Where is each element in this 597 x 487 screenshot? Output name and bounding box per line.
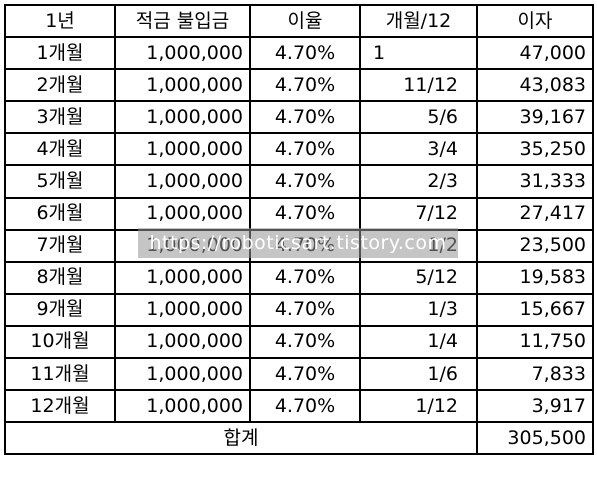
interest-cell: 47,000 [476, 36, 594, 71]
ratio-cell: 3/4 [359, 132, 478, 167]
interest-cell: 43,083 [476, 68, 594, 103]
header-interest: 이자 [476, 3, 594, 39]
month-cell: 5개월 [4, 164, 116, 199]
deposit-cell: 1,000,000 [114, 36, 251, 71]
table-row: 10개월 1,000,000 4.70% 1/4 11,750 [4, 324, 594, 360]
month-cell: 12개월 [4, 389, 116, 424]
ratio-cell: 1/4 [359, 324, 478, 360]
deposit-cell: 1,000,000 [114, 196, 251, 231]
table-row: 6개월 1,000,000 4.70% 7/12 27,417 [4, 196, 594, 231]
ratio-cell: 5/6 [359, 100, 478, 135]
ratio-cell: 1/2 [359, 228, 478, 263]
interest-cell: 31,333 [476, 164, 594, 199]
table-row: 7개월 1,000,000 4.70% 1/2 23,500 [4, 228, 594, 263]
ratio-cell: 1 [359, 36, 478, 71]
month-cell: 1개월 [4, 36, 116, 71]
table-row: 12개월 1,000,000 4.70% 1/12 3,917 [4, 389, 594, 424]
table-row: 9개월 1,000,000 4.70% 1/3 15,667 [4, 292, 594, 327]
interest-cell: 27,417 [476, 196, 594, 231]
total-value: 305,500 [476, 421, 594, 456]
header-rate: 이율 [249, 3, 361, 39]
interest-table: 1년 적금 불입금 이율 개월/12 이자 1개월 1,000,000 4.70% 1… [4, 3, 594, 456]
interest-cell: 35,250 [476, 132, 594, 167]
header-ratio: 개월/12 [359, 3, 478, 39]
rate-cell: 4.70% [249, 196, 361, 231]
header-deposit: 적금 불입금 [114, 3, 251, 39]
total-label: 합계 [4, 421, 478, 456]
rate-cell: 4.70% [249, 260, 361, 295]
month-cell: 10개월 [4, 324, 116, 360]
interest-cell: 7,833 [476, 357, 594, 392]
rate-cell: 4.70% [249, 389, 361, 424]
ratio-cell: 1/3 [359, 292, 478, 327]
deposit-cell: 1,000,000 [114, 68, 251, 103]
rate-cell: 4.70% [249, 292, 361, 327]
deposit-cell: 1,000,000 [114, 292, 251, 327]
month-cell: 4개월 [4, 132, 116, 167]
rate-cell: 4.70% [249, 100, 361, 135]
interest-cell: 3,917 [476, 389, 594, 424]
month-cell: 7개월 [4, 228, 116, 263]
table-body: 1년 적금 불입금 이율 개월/12 이자 1개월 1,000,000 4.70% 1… [4, 3, 594, 456]
ratio-cell: 7/12 [359, 196, 478, 231]
deposit-cell: 1,000,000 [114, 357, 251, 392]
ratio-cell: 11/12 [359, 68, 478, 103]
deposit-cell: 1,000,000 [114, 260, 251, 295]
interest-cell: 19,583 [476, 260, 594, 295]
table-row: 5개월 1,000,000 4.70% 2/3 31,333 [4, 164, 594, 199]
rate-cell: 4.70% [249, 324, 361, 360]
ratio-cell: 1/12 [359, 389, 478, 424]
deposit-cell: 1,000,000 [114, 324, 251, 360]
rate-cell: 4.70% [249, 357, 361, 392]
rate-cell: 4.70% [249, 36, 361, 71]
table-row: 2개월 1,000,000 4.70% 11/12 43,083 [4, 68, 594, 103]
deposit-cell: 1,000,000 [114, 228, 251, 263]
deposit-cell: 1,000,000 [114, 389, 251, 424]
deposit-cell: 1,000,000 [114, 132, 251, 167]
deposit-cell: 1,000,000 [114, 164, 251, 199]
table-row: 4개월 1,000,000 4.70% 3/4 35,250 [4, 132, 594, 167]
ratio-cell: 2/3 [359, 164, 478, 199]
month-cell: 6개월 [4, 196, 116, 231]
interest-cell: 39,167 [476, 100, 594, 135]
interest-cell: 15,667 [476, 292, 594, 327]
total-row: 합계 305,500 [4, 421, 594, 456]
month-cell: 11개월 [4, 357, 116, 392]
month-cell: 8개월 [4, 260, 116, 295]
ratio-cell: 5/12 [359, 260, 478, 295]
rate-cell: 4.70% [249, 132, 361, 167]
month-cell: 3개월 [4, 100, 116, 135]
month-cell: 2개월 [4, 68, 116, 103]
header-row: 1년 적금 불입금 이율 개월/12 이자 [4, 3, 594, 39]
month-cell: 9개월 [4, 292, 116, 327]
table-row: 3개월 1,000,000 4.70% 5/6 39,167 [4, 100, 594, 135]
ratio-cell: 1/6 [359, 357, 478, 392]
table-row: 1개월 1,000,000 4.70% 1 47,000 [4, 36, 594, 71]
rate-cell: 4.70% [249, 228, 361, 263]
rate-cell: 4.70% [249, 164, 361, 199]
interest-cell: 23,500 [476, 228, 594, 263]
header-year: 1년 [4, 3, 116, 39]
rate-cell: 4.70% [249, 68, 361, 103]
table-row: 11개월 1,000,000 4.70% 1/6 7,833 [4, 357, 594, 392]
interest-cell: 11,750 [476, 324, 594, 360]
table-row: 8개월 1,000,000 4.70% 5/12 19,583 [4, 260, 594, 295]
deposit-cell: 1,000,000 [114, 100, 251, 135]
